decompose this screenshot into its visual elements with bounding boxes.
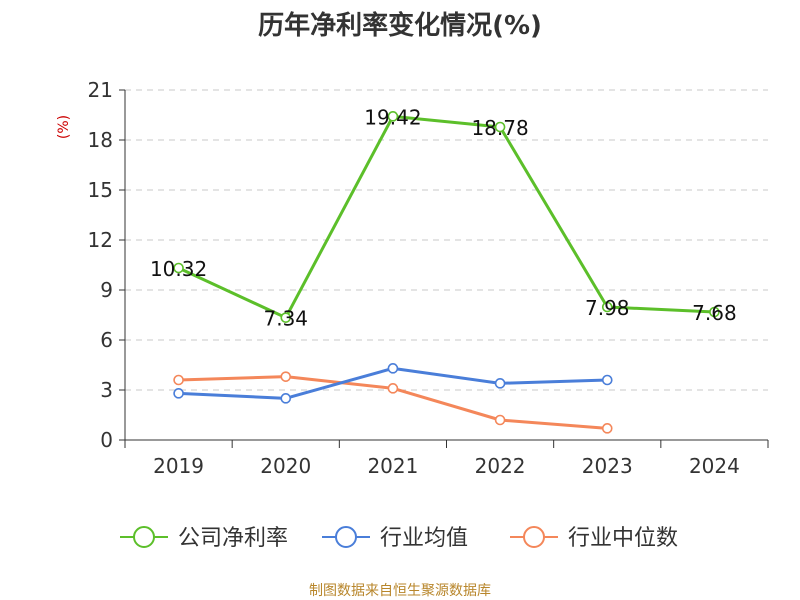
legend: 公司净利率 行业均值 行业中位数	[120, 526, 678, 551]
data-point	[494, 414, 506, 426]
legend-swatch-marker	[335, 526, 357, 548]
data-point	[280, 312, 292, 323]
data-point	[280, 393, 292, 404]
y-tick-label: 0	[100, 428, 113, 452]
y-tick-label: 15	[88, 178, 113, 202]
series-layer	[173, 111, 720, 434]
axes: 0 3 6 9 12 15 18 21 2019 2020 2021 2022 2023 2024	[88, 78, 769, 478]
chart-title: 历年净利率变化情况(%)	[258, 10, 542, 41]
data-point	[387, 383, 399, 394]
y-tick-label: 3	[100, 378, 113, 402]
x-tick-label: 2022	[475, 454, 526, 478]
x-tick-label: 2023	[582, 454, 633, 478]
data-label: 10.32	[150, 257, 207, 281]
data-point	[494, 378, 506, 389]
data-point	[601, 374, 613, 386]
data-point	[173, 388, 184, 399]
y-tick-label: 9	[100, 278, 113, 302]
series-line	[177, 114, 715, 320]
data-point	[494, 121, 506, 133]
data-label: 7.68	[692, 301, 737, 325]
legend-label: 行业均值	[380, 526, 468, 551]
x-tick-label: 2019	[153, 454, 204, 478]
y-tick-label: 21	[88, 78, 113, 102]
x-tick-label: 2024	[689, 454, 740, 478]
data-point	[173, 374, 184, 386]
data-labels: 10.32 7.34 19.42 18.78 7.98 7.68	[150, 105, 737, 330]
x-tick-label: 2020	[260, 454, 311, 478]
grid-lines	[125, 89, 768, 391]
source-note: 制图数据来自恒生聚源数据库	[309, 583, 491, 599]
y-tick-label: 6	[100, 328, 113, 352]
data-point	[601, 423, 613, 434]
data-point	[387, 363, 399, 374]
data-label: 7.34	[263, 307, 308, 331]
y-tick-label: 18	[88, 128, 113, 152]
data-point	[280, 371, 292, 382]
legend-label: 公司净利率	[178, 526, 288, 551]
data-point	[173, 262, 184, 274]
data-label: 18.78	[471, 116, 528, 140]
legend-swatch-marker	[523, 526, 545, 548]
legend-label: 行业中位数	[568, 526, 678, 551]
data-point	[601, 301, 613, 313]
data-point	[387, 111, 399, 122]
x-tick-label: 2021	[367, 454, 418, 478]
y-axis-label: (%)	[56, 115, 72, 139]
data-point	[709, 306, 720, 318]
data-label: 19.42	[364, 105, 421, 129]
data-label: 7.98	[585, 296, 630, 320]
legend-swatch-marker	[133, 526, 155, 548]
y-tick-label: 12	[88, 228, 113, 252]
